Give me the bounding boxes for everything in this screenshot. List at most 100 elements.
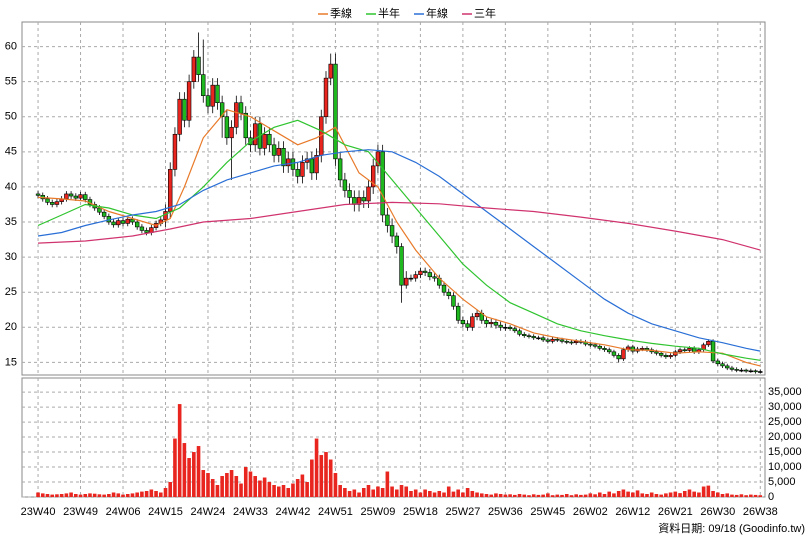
candle-body (413, 274, 418, 279)
volume-bar (258, 480, 262, 497)
x-tick-label: 24W15 (148, 506, 183, 518)
volume-bar (546, 493, 550, 497)
candle-body (361, 197, 366, 202)
volume-bar (720, 494, 725, 497)
candle-body (168, 169, 173, 212)
x-tick-label: 24W42 (276, 506, 311, 518)
volume-bar (607, 491, 612, 497)
candle-body (134, 221, 140, 228)
candle-body (592, 344, 598, 347)
y-tick-label: 15 (5, 356, 17, 368)
x-tick-label: 26W30 (700, 506, 735, 518)
volume-bar (111, 492, 116, 497)
volume-bar (564, 494, 569, 497)
x-tick-label: 23W49 (63, 506, 98, 518)
candle-body (611, 351, 617, 356)
volume-bar (645, 494, 649, 497)
volume-bar (555, 494, 560, 497)
volume-bar (40, 493, 45, 497)
volume-bar (593, 494, 597, 497)
candle-body (375, 151, 381, 167)
candle-body (219, 102, 225, 118)
volume-bar (687, 489, 692, 497)
candle-body (309, 158, 315, 174)
candle-body (281, 148, 286, 167)
y2-tick-label: 25,000 (768, 416, 802, 428)
candle-body (753, 370, 758, 373)
volume-bar (366, 485, 371, 497)
volume-bar (631, 492, 635, 497)
volume-bar (413, 489, 418, 497)
volume-bar (88, 493, 92, 497)
volume-bar (442, 492, 446, 497)
y-tick-label: 60 (5, 40, 17, 52)
volume-bar (225, 473, 229, 497)
volume-bar (78, 494, 83, 497)
volume-bar (522, 494, 527, 497)
volume-bar (739, 494, 744, 497)
candle-body (654, 351, 659, 354)
volume-bar (97, 494, 102, 497)
candle-body (517, 330, 522, 335)
candle-body (295, 169, 300, 177)
candle-body (224, 116, 230, 139)
candle-body (300, 162, 305, 177)
candle-body (640, 348, 645, 350)
candle-body (54, 201, 60, 205)
candle-body (210, 84, 215, 107)
volume-bar (715, 492, 720, 497)
candle-body (427, 272, 433, 278)
volume-bar (725, 493, 730, 497)
volume-bar (649, 492, 654, 497)
volume-bar (550, 495, 555, 497)
volume-bar (248, 471, 253, 497)
candle-body (743, 369, 749, 372)
candle-body (50, 202, 55, 205)
x-tick-label: 26W38 (743, 506, 778, 518)
volume-bar (706, 485, 711, 497)
candle-body (97, 207, 102, 213)
candle-body (512, 328, 518, 332)
y2-tick-label: 5,000 (768, 476, 796, 488)
volume-bar (711, 491, 715, 497)
candle-body (630, 346, 636, 352)
ma-line (37, 149, 761, 352)
volume-bar (92, 493, 97, 497)
x-tick-label: 24W24 (191, 506, 226, 518)
candle-body (238, 102, 244, 114)
volume-bar (267, 482, 272, 497)
candle-body (389, 225, 395, 237)
volume-bar (168, 482, 173, 497)
volume-bar (380, 488, 385, 497)
x-tick-label: 26W02 (573, 506, 608, 518)
candle-body (73, 195, 79, 199)
candle-body (262, 133, 267, 149)
candle-body (78, 194, 83, 199)
candle-body (739, 369, 744, 372)
volume-bar (668, 492, 673, 497)
candle-body (314, 155, 319, 174)
candle-body (333, 63, 338, 160)
candle-body (706, 341, 711, 346)
volume-bar (385, 471, 390, 497)
volume-bar (744, 495, 748, 497)
volume-bar (45, 494, 50, 497)
volume-bar (588, 493, 593, 497)
volume-bar (361, 488, 366, 497)
candle-body (616, 355, 621, 360)
y2-tick-label: 10,000 (768, 461, 802, 473)
candle-body (564, 341, 569, 343)
volume-bar (423, 489, 427, 497)
candle-body (720, 363, 725, 367)
y2-tick-label: 30,000 (768, 401, 802, 413)
volume-bar (461, 492, 465, 497)
volume-bar (626, 491, 630, 497)
candle-body (569, 341, 574, 344)
volume-bar (192, 452, 196, 497)
candle-body (536, 337, 541, 340)
candle-body (748, 370, 754, 373)
volume-bar (432, 492, 437, 497)
footnote: 資料日期: 09/18 (Goodinfo.tw) (658, 521, 805, 535)
x-tick-label: 25W18 (403, 506, 438, 518)
volume-bar (574, 494, 578, 497)
